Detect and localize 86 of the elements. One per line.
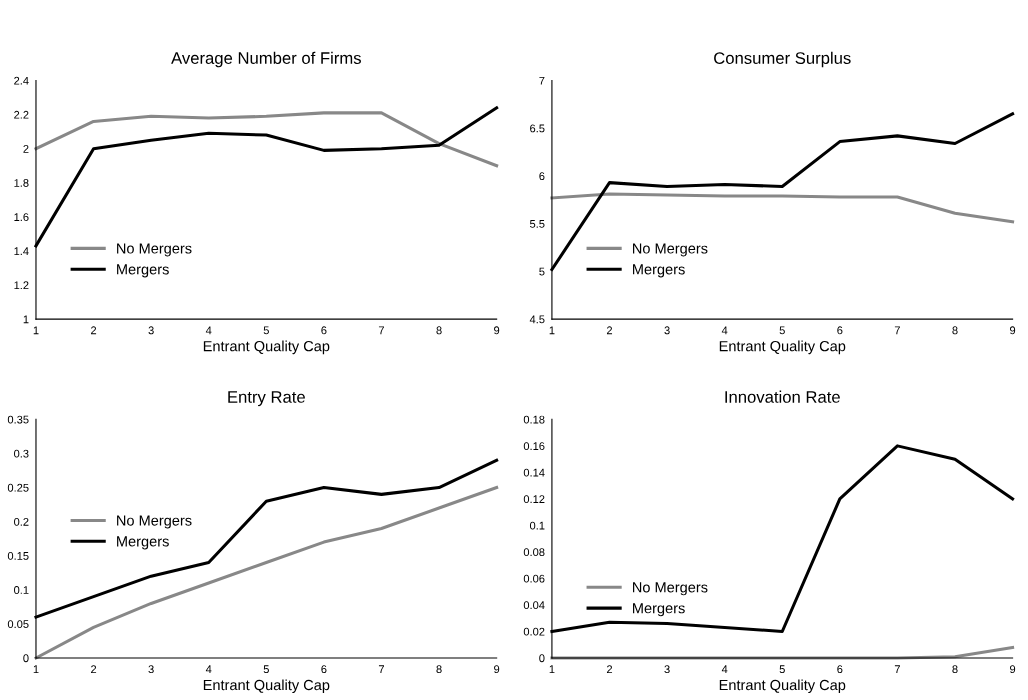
x-tick-label: 7: [894, 665, 900, 673]
y-tick-label: 0.35: [7, 415, 29, 424]
y-tick-label: 4.5: [529, 315, 545, 324]
y-tick-label: 0.18: [523, 415, 545, 424]
x-tick-label: 7: [378, 665, 385, 673]
x-tick-label: 9: [494, 326, 500, 335]
x-tick-label: 2: [91, 326, 97, 335]
y-tick-label: 0.1: [14, 586, 29, 594]
legend-label: Mergers: [117, 536, 169, 550]
chart-title: Entry Rate: [228, 391, 305, 407]
y-tick-label: 0.02: [523, 627, 545, 636]
y-tick-label: 0.25: [7, 483, 29, 492]
line-series: [550, 192, 1015, 224]
x-tick-label: 7: [894, 326, 900, 335]
y-tick-label: 5: [539, 267, 545, 276]
x-axis-title: Entrant Quality Cap: [719, 679, 846, 694]
x-axis-title: Entrant Quality Cap: [719, 340, 846, 355]
y-tick-label: 0.05: [7, 620, 29, 629]
legend-label: Mergers: [117, 264, 169, 278]
y-tick-label: 0.15: [7, 551, 29, 560]
x-tick-label: 1: [549, 326, 555, 335]
y-tick-label: 1.4: [14, 247, 29, 255]
chart-title: Consumer Surplus: [714, 51, 851, 68]
x-tick-label: 9: [1010, 665, 1016, 674]
x-tick-label: 1: [33, 326, 39, 335]
x-tick-label: 2: [91, 665, 97, 673]
x-tick-label: 5: [779, 665, 785, 674]
x-tick-label: 4: [721, 326, 728, 335]
y-tick-label: 0.3: [14, 449, 29, 458]
x-tick-label: 9: [1010, 326, 1016, 335]
legend-label: No Mergers: [633, 243, 708, 257]
legend-label: Mergers: [633, 264, 685, 278]
y-tick-label: 0.14: [523, 468, 545, 477]
x-tick-label: 3: [148, 665, 154, 674]
y-tick-label: 6: [539, 172, 545, 181]
y-tick-label: 1: [23, 315, 29, 324]
chart-title: Innovation Rate: [725, 390, 840, 403]
y-tick-label: 5.5: [529, 220, 545, 228]
y-tick-label: 0.16: [523, 442, 545, 451]
y-tick-label: 7: [539, 76, 545, 85]
y-tick-label: 1.8: [14, 179, 29, 187]
x-tick-label: 4: [205, 326, 212, 335]
y-tick-label: 2.2: [14, 110, 29, 119]
x-tick-label: 1: [33, 665, 39, 673]
x-tick-label: 1: [549, 665, 555, 673]
x-axis-title: Entrant Quality Cap: [203, 679, 330, 694]
legend-label: No Mergers: [633, 582, 708, 596]
x-tick-label: 3: [664, 326, 670, 335]
y-tick-label: 0.12: [523, 495, 545, 504]
y-tick-label: 0: [539, 654, 545, 663]
y-tick-label: 2.4: [14, 76, 29, 85]
line-series: [34, 111, 499, 168]
y-tick-label: 2: [23, 144, 29, 153]
x-tick-label: 3: [664, 665, 670, 674]
x-tick-label: 2: [606, 665, 613, 673]
x-tick-label: 2: [606, 326, 613, 335]
y-tick-label: 1.2: [14, 281, 29, 290]
legend-label: No Mergers: [117, 515, 192, 529]
x-tick-label: 6: [321, 665, 327, 674]
legend-label: Mergers: [633, 603, 685, 617]
legend-label: No Mergers: [117, 243, 192, 257]
y-tick-label: 0.1: [529, 521, 545, 530]
x-tick-label: 6: [837, 326, 843, 335]
y-tick-label: 1.6: [14, 213, 29, 221]
x-tick-label: 4: [205, 665, 212, 673]
chart-title: Average Number of Firms: [171, 51, 361, 68]
x-tick-label: 8: [952, 665, 958, 674]
x-tick-label: 3: [148, 326, 154, 335]
x-tick-label: 5: [263, 665, 269, 674]
y-tick-label: 6.5: [530, 124, 545, 133]
y-tick-label: 0: [23, 654, 29, 663]
x-tick-label: 4: [721, 665, 728, 673]
x-axis-title: Entrant Quality Cap: [203, 340, 330, 355]
x-tick-label: 5: [263, 326, 269, 335]
x-tick-label: 8: [436, 326, 442, 335]
x-tick-label: 8: [952, 326, 958, 335]
x-tick-label: 8: [436, 665, 442, 674]
x-tick-label: 6: [321, 326, 327, 335]
y-tick-label: 0.04: [523, 601, 545, 610]
x-tick-label: 9: [494, 665, 500, 674]
y-tick-label: 0.08: [523, 548, 545, 557]
x-tick-label: 6: [837, 665, 843, 674]
y-tick-label: 0.06: [523, 574, 545, 583]
x-tick-label: 7: [378, 326, 385, 335]
x-tick-label: 5: [779, 326, 785, 335]
y-tick-label: 0.2: [14, 517, 29, 526]
